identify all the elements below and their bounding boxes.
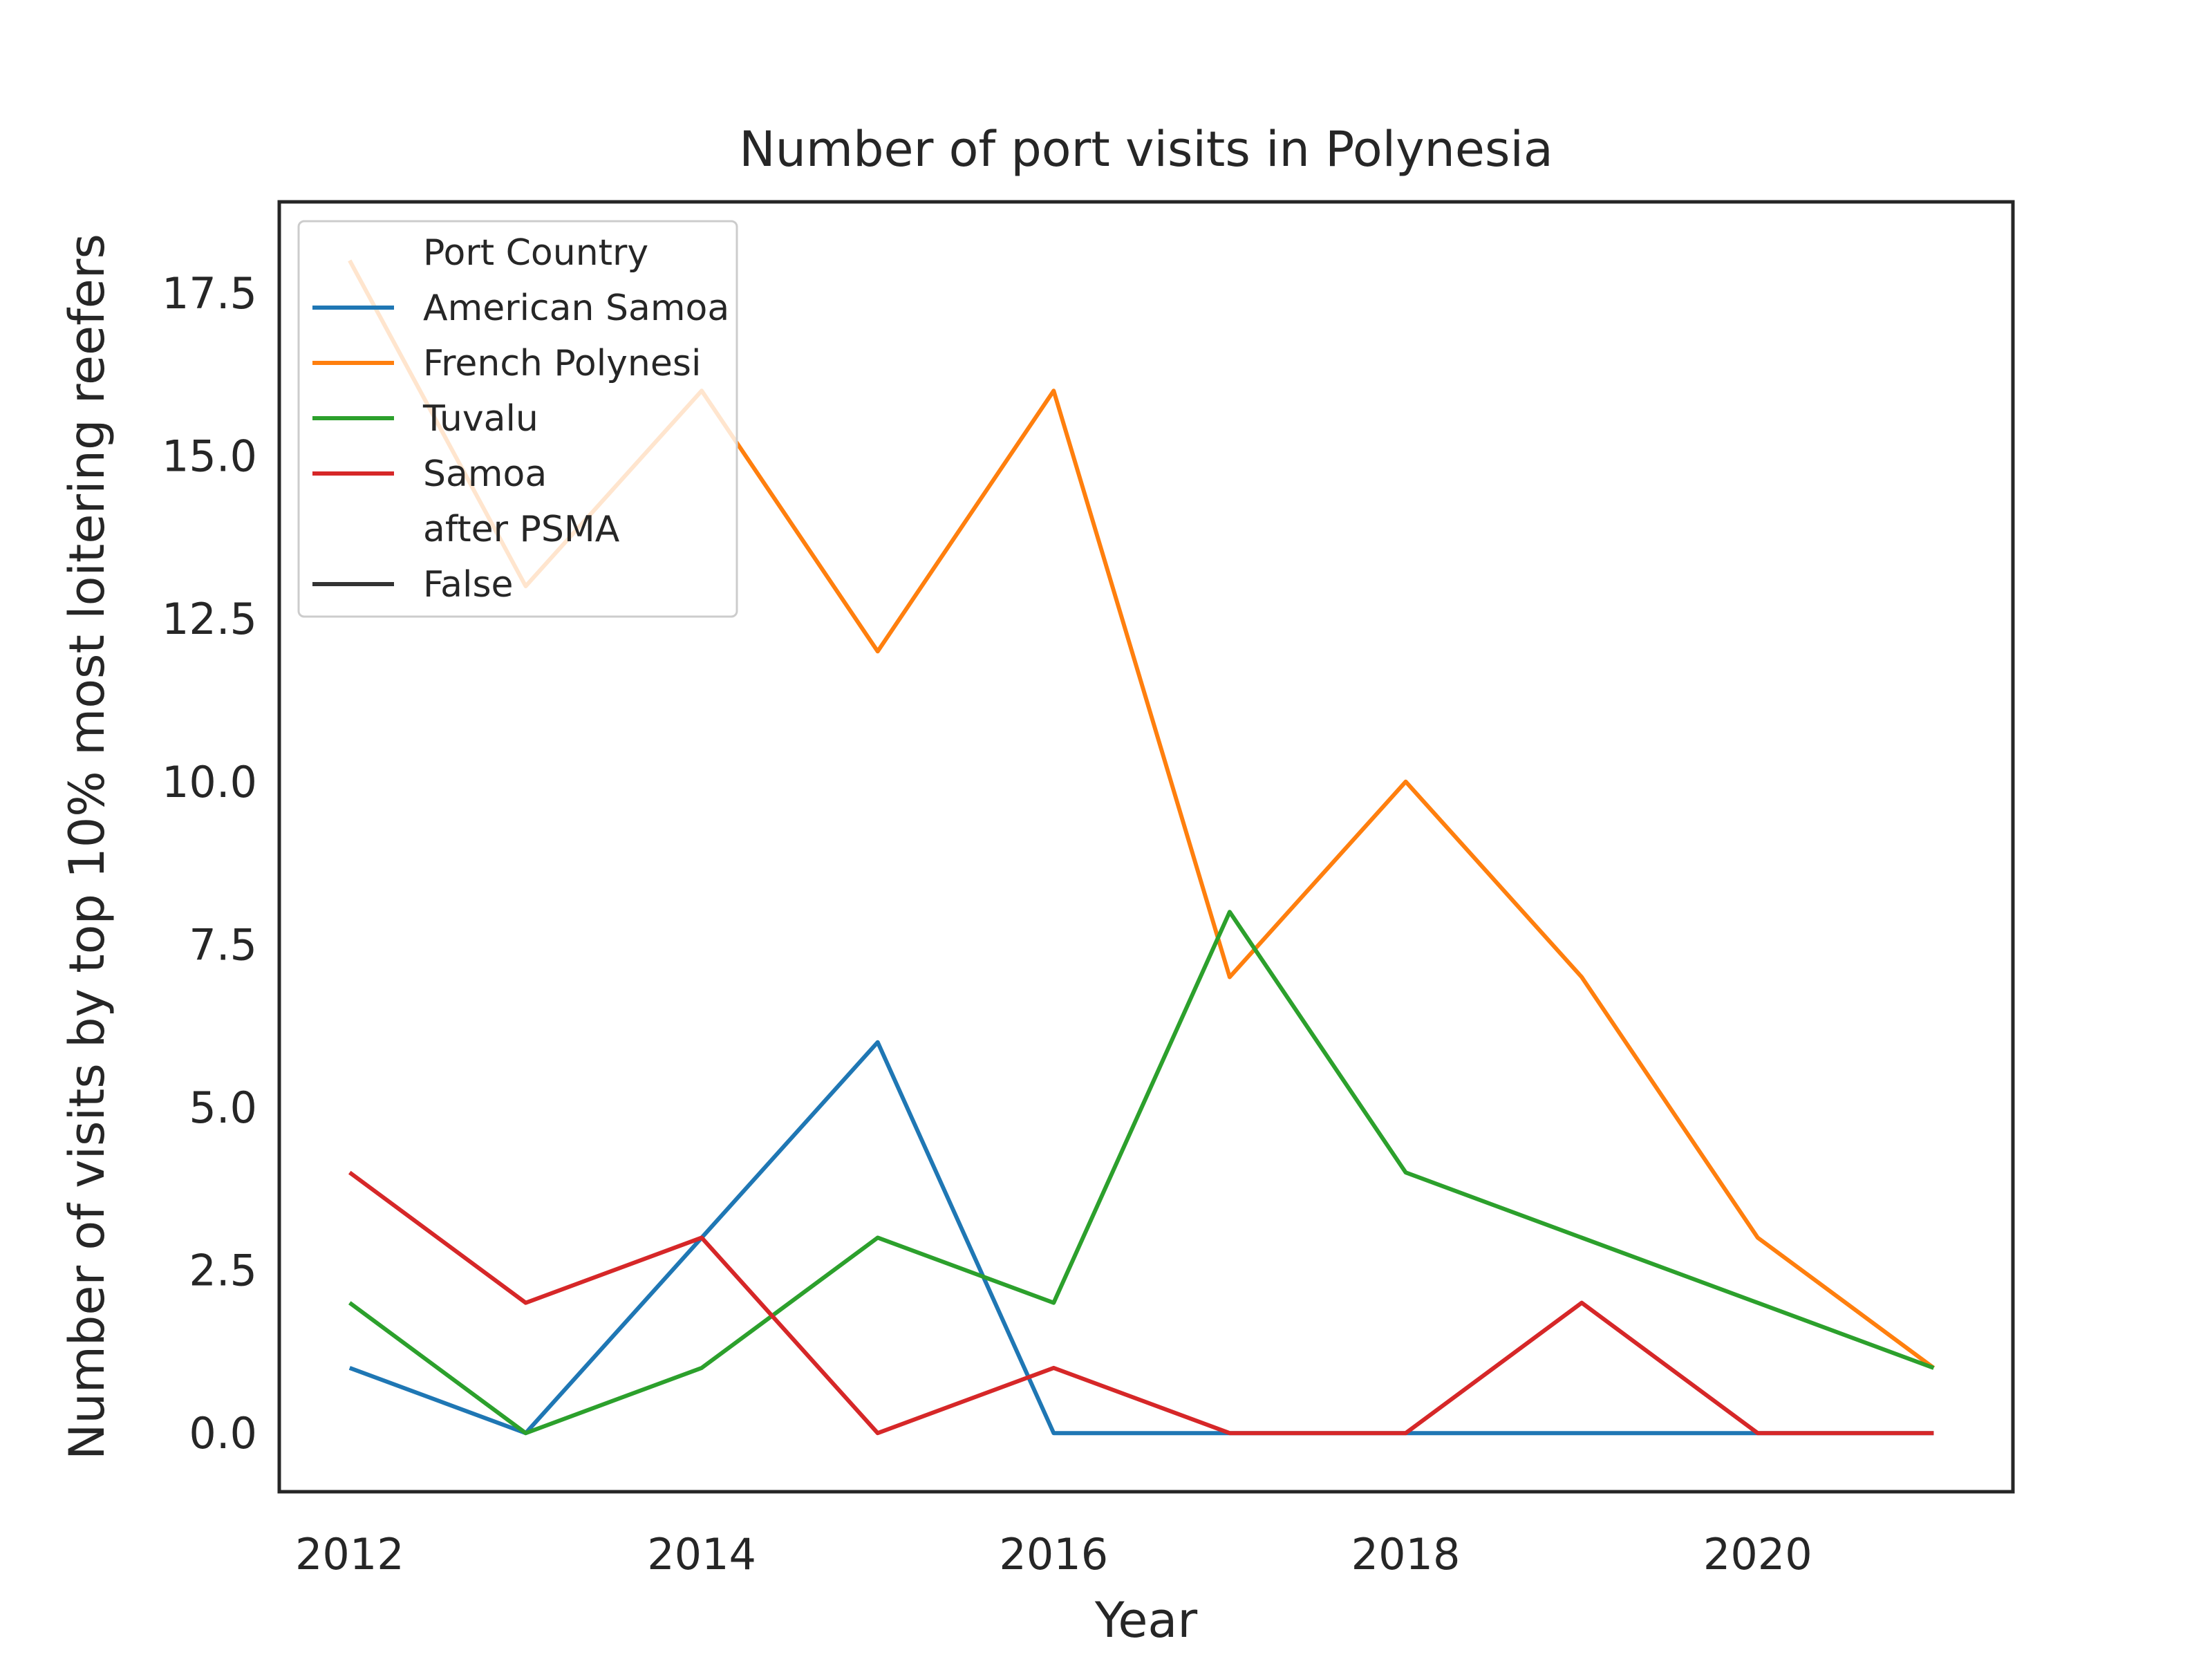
legend-entry-label: False xyxy=(423,564,514,606)
y-tick-labels: 0.0 2.5 5.0 7.5 10.0 12.5 15.0 17.5 xyxy=(162,268,257,1459)
x-axis-label: Year xyxy=(1094,1592,1197,1649)
legend: Port Country American Samoa French Polynes… xyxy=(297,220,738,618)
x-tick-label: 2020 xyxy=(1703,1529,1812,1580)
x-tick-label: 2018 xyxy=(1351,1529,1461,1580)
y-tick-label: 10.0 xyxy=(162,757,257,807)
x-tick-label: 2016 xyxy=(999,1529,1108,1580)
legend-entry-label: Tuvalu xyxy=(422,398,538,440)
chart-title: Number of port visits in Polynesia xyxy=(739,121,1553,178)
legend-entries: Port Country American Samoa French Polynes… xyxy=(312,232,729,606)
y-tick-label: 7.5 xyxy=(189,919,257,970)
legend-title: Port Country xyxy=(423,232,648,274)
y-tick-label: 15.0 xyxy=(162,431,257,482)
axes-frame xyxy=(277,200,2015,1494)
series-line-american-samoa xyxy=(348,1040,1934,1436)
y-tick-label: 0.0 xyxy=(189,1408,257,1459)
y-tick-label: 12.5 xyxy=(162,594,257,644)
y-axis-label: Number of visits by top 10% most loiteri… xyxy=(59,234,115,1460)
y-tick-label: 2.5 xyxy=(189,1246,257,1296)
legend-entry-label: American Samoa xyxy=(423,288,729,329)
y-tick-label: 5.0 xyxy=(189,1082,257,1133)
x-tick-label: 2014 xyxy=(647,1529,756,1580)
legend-box xyxy=(297,220,738,618)
y-tick-label: 17.5 xyxy=(162,268,257,319)
legend-entry-label: French Polynesi xyxy=(423,343,701,384)
legend-entry-label: Samoa xyxy=(423,453,547,495)
legend-title: after PSMA xyxy=(423,509,620,550)
series-line-tuvalu xyxy=(348,910,1935,1436)
x-tick-label: 2012 xyxy=(295,1529,404,1580)
series-line-samoa xyxy=(348,1170,1934,1436)
x-tick-labels: 2012 2014 2016 2018 2020 xyxy=(295,1529,1812,1580)
